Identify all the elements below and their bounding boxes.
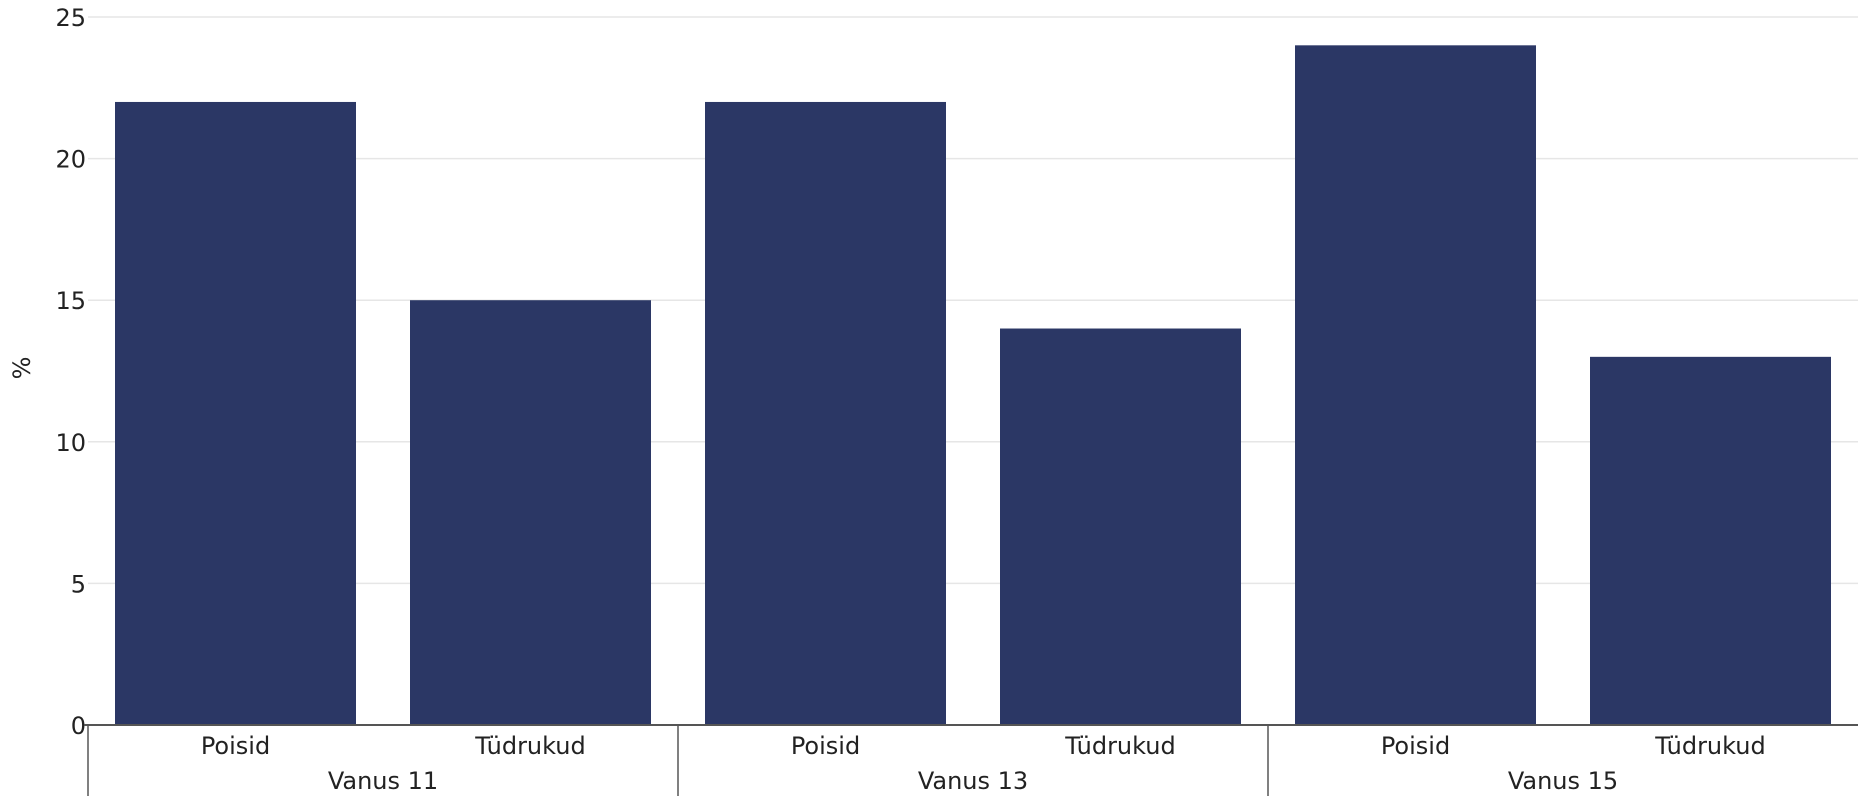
grid-lines — [88, 16, 1858, 585]
y-tick-label-20: 20 — [55, 146, 86, 174]
y-tick-label-0: 0 — [71, 712, 86, 740]
y-axis-label: % — [8, 357, 36, 380]
bars — [115, 45, 1831, 725]
y-tick-label-10: 10 — [55, 429, 86, 457]
bar-2-1 — [705, 101, 946, 725]
bar-2-2 — [1000, 328, 1241, 725]
bar-3-1 — [1295, 45, 1536, 725]
bar-3-2 — [1590, 356, 1831, 725]
y-tick-label-5: 5 — [71, 570, 86, 598]
axes: 0 5 10 15 20 25 Poisid Tüdrukud Vanus 11 Poisid Tü… — [55, 4, 1858, 796]
y-tick-label-15: 15 — [55, 287, 86, 315]
group-label: Vanus 11 — [328, 767, 438, 795]
group-label: Vanus 15 — [1508, 767, 1618, 795]
bar-1-2 — [410, 300, 651, 725]
group-label: Vanus 13 — [918, 767, 1028, 795]
bar-1-1 — [115, 101, 356, 725]
category-label: Tüdrukud — [1064, 732, 1176, 760]
category-label: Poisid — [791, 732, 860, 760]
category-label: Tüdrukud — [474, 732, 586, 760]
category-label: Poisid — [201, 732, 270, 760]
category-label: Tüdrukud — [1654, 732, 1766, 760]
y-tick-label-25: 25 — [55, 4, 86, 32]
category-label: Poisid — [1381, 732, 1450, 760]
